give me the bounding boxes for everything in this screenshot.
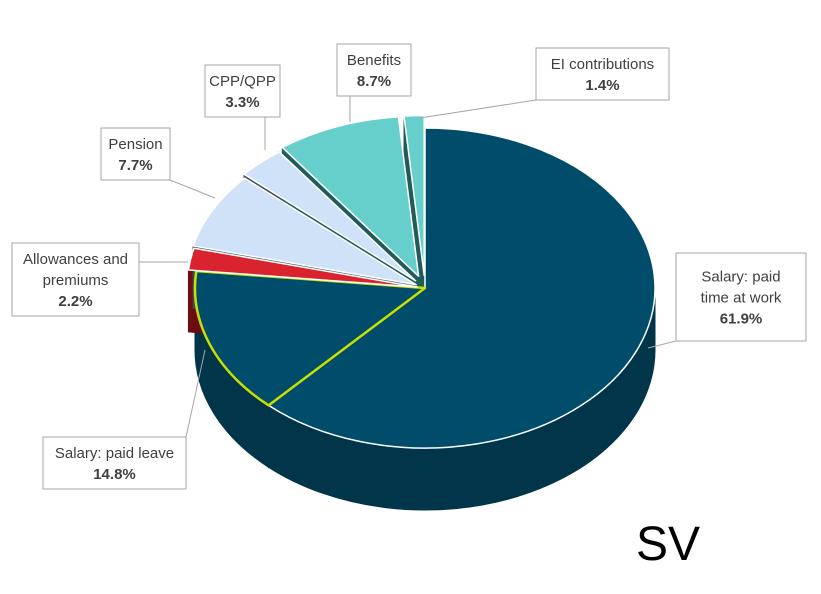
leader-line-0 <box>647 340 677 349</box>
data-label-5: Benefits 8.7% <box>336 43 412 97</box>
label-percent: 61.9% <box>720 311 763 328</box>
label-percent: 14.8% <box>93 466 136 483</box>
label-percent: 2.2% <box>58 293 92 310</box>
label-box <box>11 242 140 317</box>
label-box <box>675 252 807 342</box>
pie-slices <box>187 114 656 449</box>
label-name: EI contributions <box>551 56 654 73</box>
label-box <box>535 47 670 101</box>
label-box <box>42 436 187 490</box>
label-name: Salary: paid <box>701 269 780 286</box>
label-box <box>336 43 412 97</box>
label-name: CPP/QPP <box>209 73 276 90</box>
leader-line-3 <box>169 179 216 199</box>
label-name: premiums <box>43 272 109 289</box>
data-label-4: CPP/QPP 3.3% <box>204 64 281 118</box>
data-label-1: Salary: paid leave 14.8% <box>42 436 187 490</box>
data-label-6: EI contributions 1.4% <box>535 47 670 101</box>
label-name: Pension <box>108 136 162 153</box>
slice-3 <box>192 177 417 286</box>
leader-line-6 <box>419 99 537 119</box>
label-percent: 7.7% <box>118 157 152 174</box>
data-label-3: Pension 7.7% <box>100 127 171 181</box>
slice-0 <box>267 127 656 449</box>
slice-6 <box>403 114 425 277</box>
slice-1 <box>193 269 427 407</box>
label-percent: 8.7% <box>357 73 391 90</box>
label-name: time at work <box>701 290 782 307</box>
leader-lines <box>139 96 677 438</box>
label-box <box>100 127 171 181</box>
label-name: Benefits <box>347 52 401 69</box>
corner-tag: SV <box>636 518 700 571</box>
label-name: Salary: paid leave <box>55 445 174 462</box>
slice-4 <box>243 151 417 282</box>
data-label-0: Salary: paid time at work 61.9% <box>675 252 807 342</box>
label-percent: 1.4% <box>585 77 619 94</box>
slice-5 <box>281 116 420 278</box>
leader-line-1 <box>185 349 206 438</box>
slice-2 <box>187 247 418 288</box>
label-box <box>204 64 281 118</box>
label-name: Allowances and <box>23 251 128 268</box>
data-label-2: Allowances and premiums 2.2% <box>11 242 140 317</box>
label-percent: 3.3% <box>225 94 259 111</box>
